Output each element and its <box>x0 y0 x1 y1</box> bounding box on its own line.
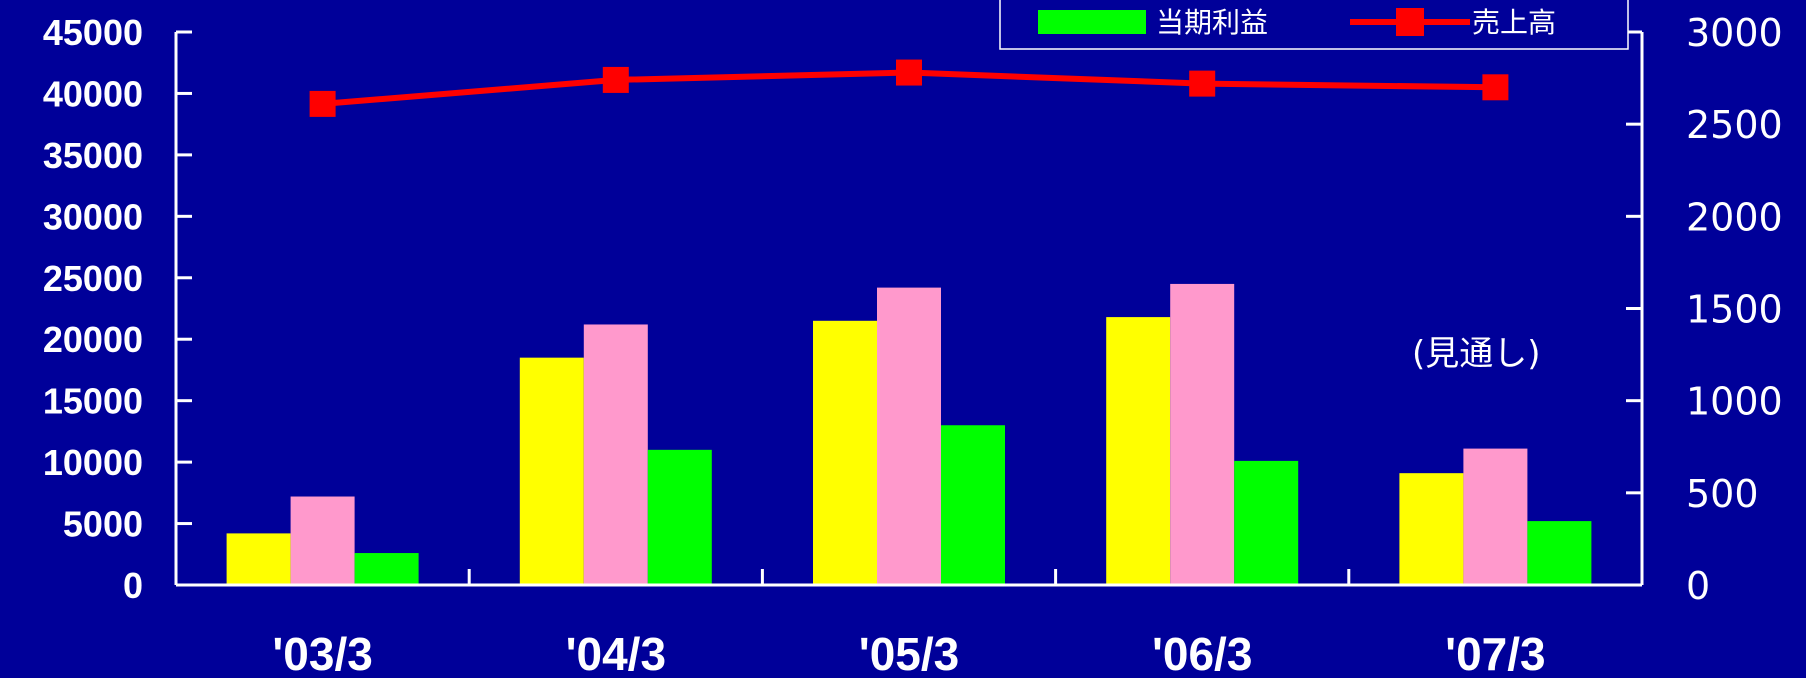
y-right-tick-label-6: 3000 <box>1686 11 1783 55</box>
bar-s1-1 <box>583 324 648 585</box>
bar-s1-2 <box>877 287 941 585</box>
y-left-tick-label-6: 30000 <box>43 196 143 237</box>
y-right-tick-label-5: 2500 <box>1686 103 1783 147</box>
y-left-tick-label-7: 35000 <box>43 135 143 176</box>
legend-marker-sales <box>1396 8 1424 36</box>
y-left-tick-label-8: 40000 <box>43 73 143 114</box>
axes-layer <box>174 30 1644 587</box>
legend-swatch-profit <box>1038 10 1146 34</box>
bar-s1-3 <box>1170 283 1235 585</box>
line-marker-1 <box>602 66 629 93</box>
forecast-annotation: (見通し) <box>1412 334 1541 374</box>
y-right-tick-label-1: 500 <box>1686 472 1759 516</box>
bar-s0-2 <box>813 320 877 585</box>
y-right-tick-label-3: 1500 <box>1686 288 1783 332</box>
y-right-tick-label-4: 2000 <box>1686 195 1783 239</box>
bar-s2-2 <box>941 425 1005 585</box>
y-right-tick-label-0: 0 <box>1686 564 1710 608</box>
line-marker-0 <box>309 90 336 117</box>
legend-label-profit: 当期利益 <box>1156 6 1268 39</box>
y-left-tick-label-3: 15000 <box>43 381 143 422</box>
legend: 当期利益 売上高 <box>999 0 1629 50</box>
bar-s2-4 <box>1527 521 1592 585</box>
line-marker-3 <box>1189 70 1216 97</box>
bar-s0-4 <box>1399 473 1464 585</box>
y-left-tick-label-5: 25000 <box>43 258 143 299</box>
bar-s1-0 <box>290 496 355 585</box>
bar-s2-1 <box>647 449 712 585</box>
x-category-label-0: '03/3 <box>272 628 372 678</box>
y-left-tick-label-0: 0 <box>123 565 143 606</box>
y-left-tick-label-2: 10000 <box>43 442 143 483</box>
y-left-tick-label-1: 5000 <box>63 504 143 545</box>
x-category-label-4: '07/3 <box>1445 628 1545 678</box>
bar-s2-0 <box>354 553 419 585</box>
x-category-label-1: '04/3 <box>566 628 666 678</box>
bar-s0-3 <box>1106 317 1171 585</box>
bars-layer <box>226 283 1592 585</box>
line-layer <box>309 59 1509 117</box>
line-marker-2 <box>896 59 922 86</box>
bar-s1-4 <box>1463 448 1528 585</box>
labels-layer: 0500010000150002000025000300003500040000… <box>43 11 1783 678</box>
y-left-tick-label-9: 45000 <box>43 12 143 53</box>
y-left-tick-label-4: 20000 <box>43 319 143 360</box>
x-category-label-2: '05/3 <box>859 628 959 678</box>
line-marker-4 <box>1482 74 1509 101</box>
legend-label-sales: 売上高 <box>1472 6 1556 39</box>
bar-s0-1 <box>519 357 584 585</box>
x-category-label-3: '06/3 <box>1152 628 1252 678</box>
bar-s0-0 <box>226 533 291 585</box>
bar-s2-3 <box>1234 460 1299 585</box>
y-right-tick-label-2: 1000 <box>1686 380 1783 424</box>
